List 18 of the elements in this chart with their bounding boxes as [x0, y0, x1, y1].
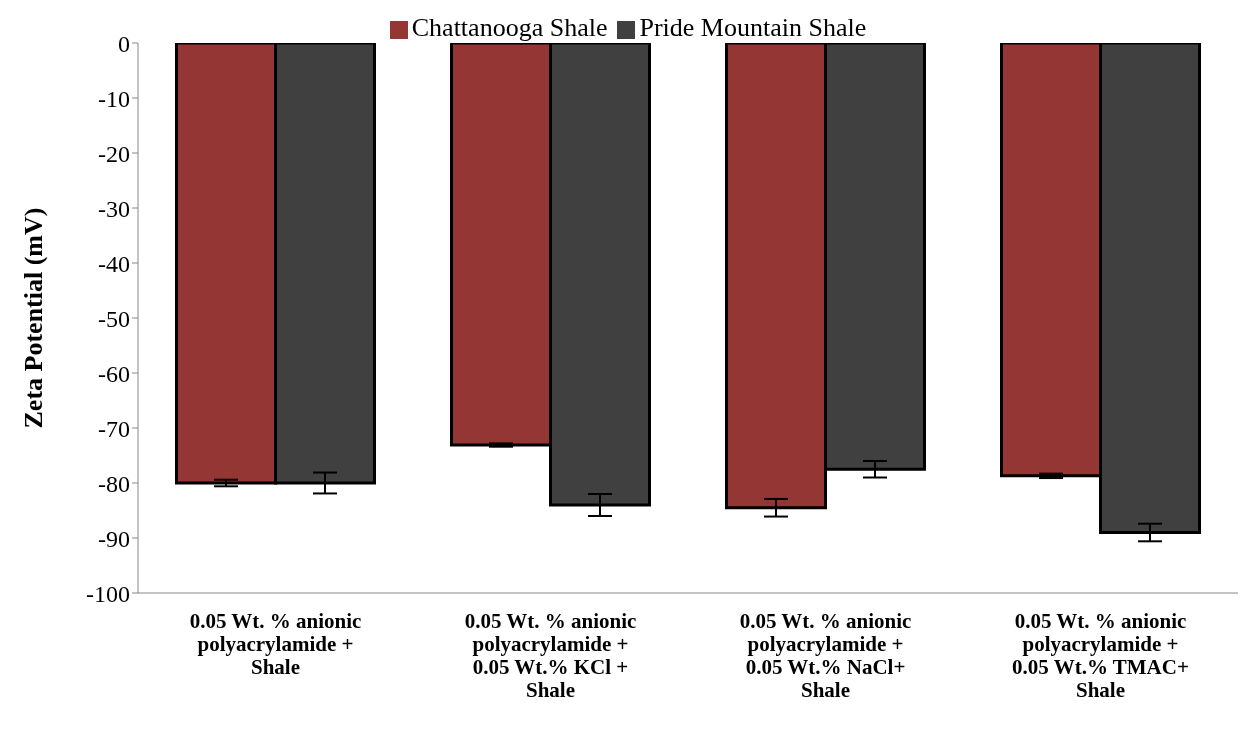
legend-label: Chattanooga Shale — [411, 13, 608, 42]
y-tick-label: -20 — [98, 140, 130, 167]
y-tick-label: -80 — [98, 470, 130, 497]
x-tick-label: 0.05 Wt. % anionic polyacrylamide + Shale — [189, 608, 362, 680]
y-tick-label: -90 — [98, 525, 130, 552]
y-tick-label: 0 — [118, 30, 130, 57]
y-tick-label: -40 — [98, 250, 130, 277]
y-tick-label: -100 — [86, 580, 130, 607]
x-tick-label: 0.05 Wt. % anionic polyacrylamide + 0.05 Wt.% TMAC+ Shale — [1012, 608, 1189, 703]
legend-label: Pride Mountain Shale — [639, 13, 867, 42]
y-tick-label: -60 — [98, 360, 130, 387]
y-axis-title: Zeta Potential (mV) — [19, 207, 49, 429]
y-tick-label: -30 — [98, 195, 130, 222]
y-tick-label: -70 — [98, 415, 130, 442]
y-tick-label: -10 — [98, 85, 130, 112]
y-tick-label: -50 — [98, 305, 130, 332]
x-tick-label: 0.05 Wt. % anionic polyacrylamide + 0.05 Wt.% NaCl+ Shale — [739, 608, 912, 703]
x-tick-label: 0.05 Wt. % anionic polyacrylamide + 0.05 Wt.% KCl + Shale — [464, 608, 637, 703]
